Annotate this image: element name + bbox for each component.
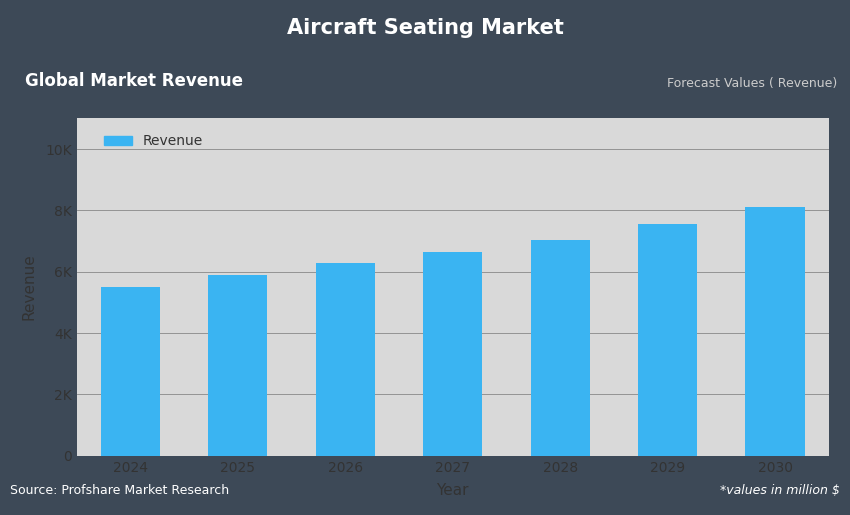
Y-axis label: Revenue: Revenue	[22, 254, 37, 320]
Text: Source: Profshare Market Research: Source: Profshare Market Research	[10, 484, 230, 497]
Text: Aircraft Seating Market: Aircraft Seating Market	[286, 19, 564, 38]
Bar	[638, 224, 697, 456]
Bar	[423, 252, 482, 456]
X-axis label: Year: Year	[436, 483, 469, 498]
Bar	[208, 275, 267, 456]
Text: Global Market Revenue: Global Market Revenue	[26, 72, 243, 90]
Text: Forecast Values ( Revenue): Forecast Values ( Revenue)	[667, 77, 837, 90]
Bar	[745, 208, 805, 456]
Bar	[530, 239, 590, 456]
Bar	[100, 287, 160, 456]
Bar	[315, 263, 375, 456]
Text: *values in million $: *values in million $	[720, 484, 840, 497]
Legend: Revenue: Revenue	[99, 129, 209, 154]
